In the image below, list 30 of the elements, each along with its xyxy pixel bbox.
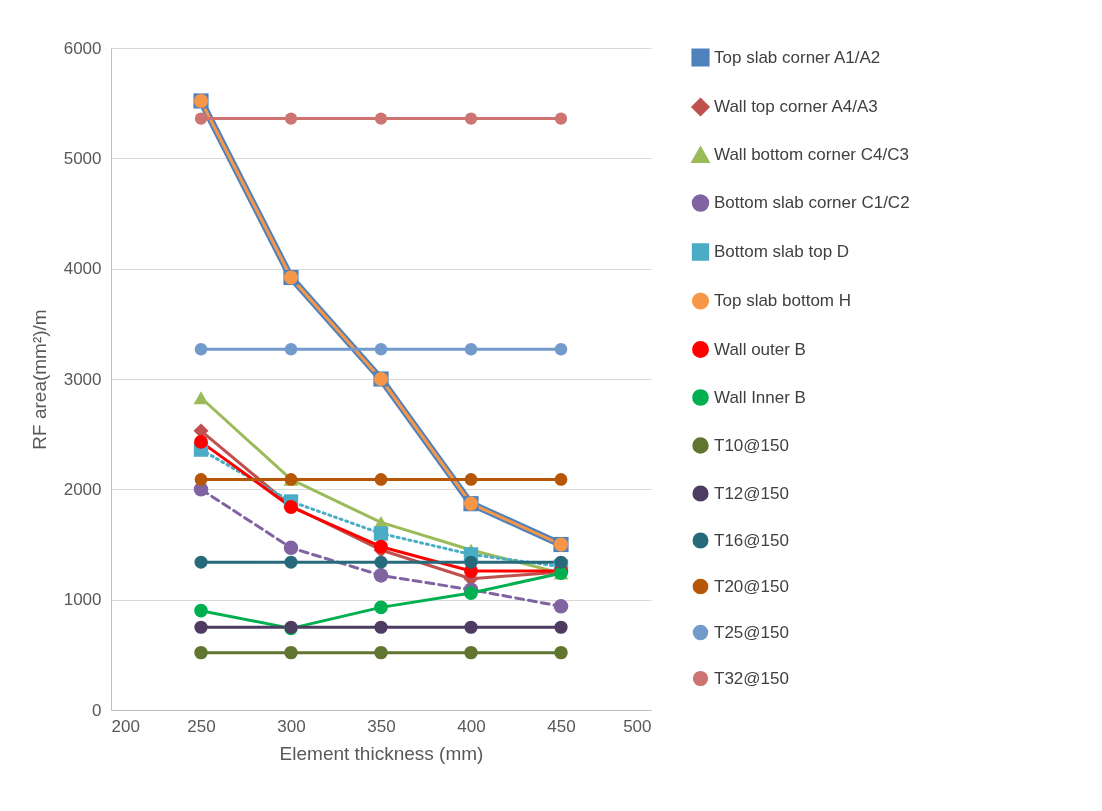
legend-label: T25@150 <box>714 622 789 642</box>
legend-label: T16@150 <box>714 530 789 550</box>
legend-label: T12@150 <box>714 483 789 503</box>
y-axis-title: RF area(mm²)/m <box>28 309 50 450</box>
legend-label: Bottom slab top D <box>714 242 850 261</box>
legend-label: Wall outer B <box>714 339 806 359</box>
x-tick-label: 250 <box>187 716 216 736</box>
y-tick-label: 3000 <box>63 369 102 389</box>
y-tick-label: 0 <box>92 700 102 720</box>
x-tick-label: 450 <box>547 716 576 736</box>
legend-label: T20@150 <box>714 576 789 596</box>
y-tick-label: 2000 <box>63 479 102 499</box>
y-tick-label: 5000 <box>63 148 102 168</box>
x-tick-label: 350 <box>367 716 396 736</box>
legend-label: Bottom slab corner C1/C2 <box>714 193 910 212</box>
legend-label: Top slab corner A1/A2 <box>714 47 881 67</box>
legend-label: T32@150 <box>714 668 789 688</box>
y-tick-label: 4000 <box>63 259 102 279</box>
y-tick-label: 1000 <box>63 590 102 610</box>
legend-label: Top slab bottom H <box>714 291 852 310</box>
x-tick-label: 500 <box>623 716 652 736</box>
x-tick-label: 300 <box>277 716 306 736</box>
y-tick-label: 6000 <box>63 38 102 58</box>
legend-label: Wall bottom corner C4/C3 <box>714 145 909 164</box>
x-tick-label: 200 <box>111 716 140 736</box>
legend-label: Wall top corner A4/A3 <box>714 97 878 116</box>
x-tick-label: 400 <box>457 716 486 736</box>
x-axis-title: Element thickness (mm) <box>279 742 484 764</box>
legend-label: Wall Inner B <box>714 387 806 407</box>
legend-label: T10@150 <box>714 435 789 455</box>
